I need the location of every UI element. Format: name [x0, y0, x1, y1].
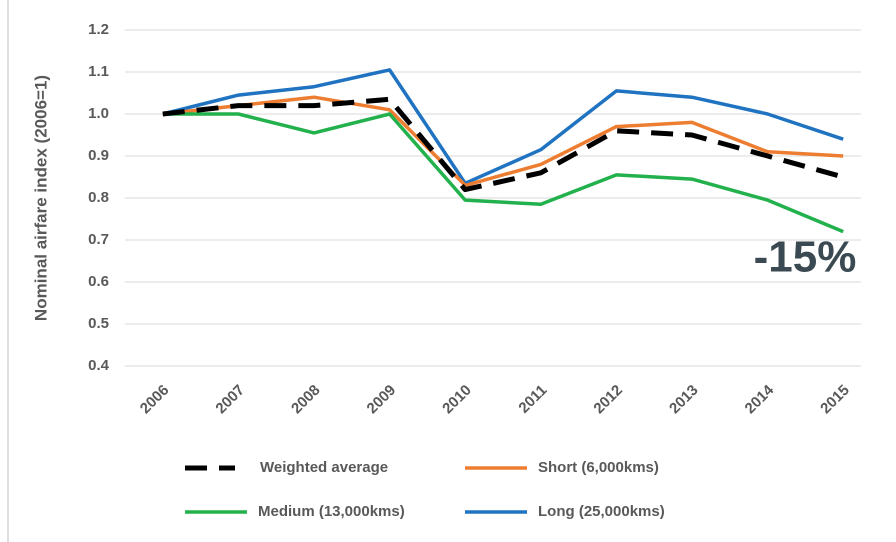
series-line [162, 68, 844, 186]
y-tick-label: 0.8 [88, 189, 109, 206]
y-tick-label: 1.0 [88, 105, 109, 122]
y-tick-label: 0.9 [88, 147, 109, 164]
x-tick-label: 2010 [439, 382, 475, 418]
y-tick-label: 0.5 [88, 315, 109, 332]
legend-label: Short (6,000kms) [538, 459, 659, 476]
x-tick-label: 2014 [742, 381, 778, 417]
y-axis-label: Nominal airfare index (2006=1) [31, 75, 50, 321]
series-line [162, 95, 844, 188]
series-line [162, 112, 844, 234]
x-tick-label: 2015 [817, 382, 853, 418]
y-tick-label: 1.2 [88, 21, 109, 38]
x-tick-label: 2013 [666, 382, 702, 418]
legend-label: Long (25,000kms) [538, 503, 665, 520]
x-tick-label: 2006 [137, 382, 173, 418]
x-tick-label: 2009 [364, 382, 400, 418]
x-tick-label: 2008 [288, 382, 324, 418]
x-tick-label: 2007 [212, 382, 248, 418]
legend-label: Medium (13,000kms) [258, 503, 405, 520]
series-line [162, 96, 844, 193]
y-tick-label: 0.4 [88, 357, 110, 374]
y-tick-label: 0.6 [88, 273, 109, 290]
annotation: -15% [754, 233, 857, 282]
y-tick-label: 1.1 [88, 63, 109, 80]
x-tick-label: 2012 [590, 382, 626, 418]
x-tick-label: 2011 [515, 382, 550, 417]
legend-label: Weighted average [260, 459, 388, 476]
y-tick-label: 0.7 [88, 231, 109, 248]
